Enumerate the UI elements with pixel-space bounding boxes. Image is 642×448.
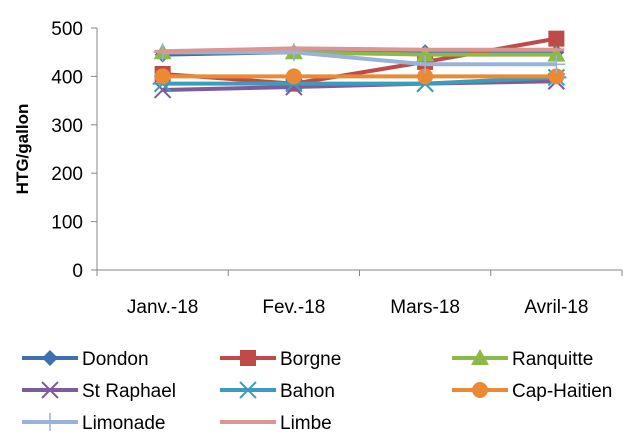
data-point-limonade	[416, 55, 435, 74]
legend-label: Cap-Haitien	[512, 381, 612, 402]
legend-marker	[42, 350, 58, 366]
series-cap-haitien	[154, 68, 565, 85]
series-layer	[152, 30, 567, 99]
data-point-ranquitte	[547, 45, 566, 62]
y-tick-label: 100	[51, 213, 83, 234]
x-tick-label: Janv.-18	[127, 297, 198, 318]
series-limbe	[154, 46, 565, 54]
x-tick-label: Mars-18	[390, 297, 460, 318]
legend-marker	[41, 413, 59, 431]
legend-marker	[472, 382, 488, 398]
data-point-limonade	[547, 55, 566, 74]
data-point-cap-haitien	[417, 68, 434, 85]
legend-label: Borgne	[280, 349, 341, 370]
y-tick-label: 200	[51, 164, 83, 185]
y-axis-title: HTG/gallon	[13, 104, 32, 195]
x-tick-label: Fev.-18	[262, 297, 325, 318]
data-point-limonade	[284, 43, 303, 62]
legend-marker	[238, 381, 258, 399]
data-point-cap-haitien	[285, 68, 302, 85]
y-tick-label: 400	[51, 67, 83, 88]
x-tick-label: Avril-18	[524, 297, 588, 318]
legend-label: Bahon	[280, 381, 335, 402]
y-tick-label: 500	[51, 19, 83, 40]
legend-label: Limonade	[82, 413, 165, 434]
legend-item-cap-haitien: Cap-Haitien	[452, 381, 612, 402]
plot-area: 0 100 200 300 400 500 Janv.-18 Fev.-18 Mars-18 A…	[51, 19, 623, 318]
legend-item-limonade: Limonade	[22, 413, 165, 434]
y-tick-label: 0	[72, 261, 83, 282]
legend-item-st-raphael: St Raphael	[22, 381, 176, 402]
legend-marker	[41, 381, 59, 399]
legend-label: St Raphael	[82, 381, 176, 402]
y-axis-ticks: 0 100 200 300 400 500	[51, 19, 97, 282]
y-tick-label: 300	[51, 116, 83, 137]
series-line-limonade	[162, 50, 557, 67]
legend-item-dondon: Dondon	[22, 349, 149, 370]
legend-marker	[471, 349, 489, 365]
legend: Dondon Borgne Ranquitte St Raphael Bahon Cap-…	[22, 349, 612, 434]
legend-label: Dondon	[82, 349, 149, 370]
legend-marker	[240, 350, 256, 366]
data-point-borgne	[548, 30, 565, 47]
legend-item-bahon: Bahon	[220, 381, 335, 402]
series-line-bahon	[162, 75, 557, 86]
data-point-cap-haitien	[548, 68, 565, 85]
legend-label: Ranquitte	[512, 349, 593, 370]
legend-item-borgne: Borgne	[220, 349, 341, 370]
legend-label: Limbe	[280, 413, 332, 434]
series-line-limbe	[162, 46, 557, 54]
data-point-ranquitte	[416, 45, 435, 62]
data-point-cap-haitien	[154, 68, 171, 85]
legend-item-limbe: Limbe	[220, 413, 332, 434]
legend-item-ranquitte: Ranquitte	[452, 349, 593, 370]
x-axis-ticks: Janv.-18 Fev.-18 Mars-18 Avril-18	[96, 270, 623, 318]
